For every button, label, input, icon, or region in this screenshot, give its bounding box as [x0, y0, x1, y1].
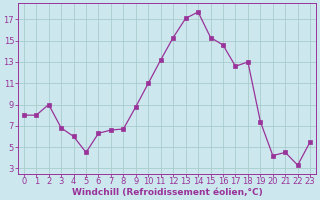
X-axis label: Windchill (Refroidissement éolien,°C): Windchill (Refroidissement éolien,°C) [72, 188, 262, 197]
